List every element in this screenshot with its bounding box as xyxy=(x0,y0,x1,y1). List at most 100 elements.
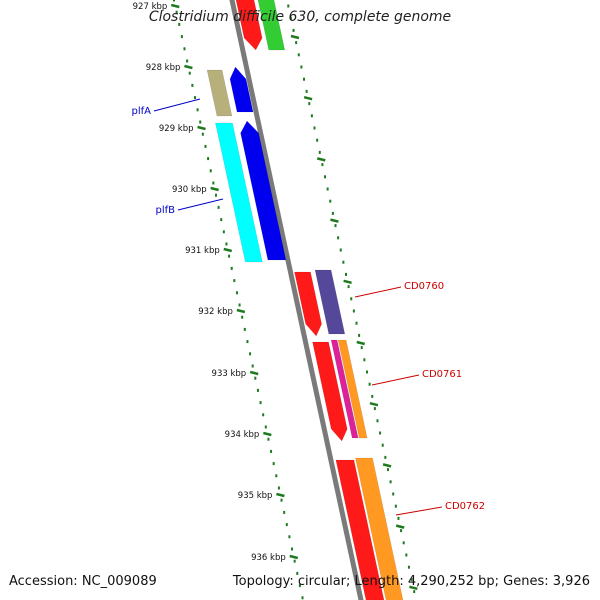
ruler-minor-tick xyxy=(296,571,299,575)
ruler-minor-tick xyxy=(188,71,191,75)
ruler-minor-tick xyxy=(310,114,313,118)
gene-red-bottom xyxy=(335,459,385,600)
ruler-minor-tick xyxy=(246,340,249,344)
gene-label-leader xyxy=(153,98,201,112)
ruler-minor-tick xyxy=(288,535,291,539)
ruler-label: 935 kbp xyxy=(238,491,273,501)
ruler-major-tick xyxy=(369,401,379,407)
ruler-major-tick xyxy=(236,308,246,314)
gene-orange-cd0761 xyxy=(337,339,368,439)
ruler-label: 934 kbp xyxy=(225,430,260,440)
ruler-minor-tick xyxy=(313,126,316,130)
ruler-minor-tick xyxy=(326,187,329,191)
ruler-major-tick xyxy=(276,492,285,498)
ruler-minor-tick xyxy=(207,157,210,161)
gene-label-cd0762: CD0762 xyxy=(445,501,485,512)
genome-backbone xyxy=(229,0,364,600)
ruler-minor-tick xyxy=(321,163,324,167)
gene-label-cd0761: CD0761 xyxy=(422,369,462,380)
ruler-minor-tick xyxy=(384,455,387,459)
map-title: Clostridium difficile 630, complete geno… xyxy=(148,9,452,25)
ruler-label: 931 kbp xyxy=(185,246,220,256)
ruler-minor-tick xyxy=(280,498,283,502)
ruler-major-tick xyxy=(197,125,206,131)
ruler-minor-tick xyxy=(360,346,363,350)
ruler-minor-tick xyxy=(214,193,217,197)
ruler-minor-tick xyxy=(272,462,275,466)
ruler-minor-tick xyxy=(394,504,397,508)
ruler-label: 930 kbp xyxy=(172,185,207,195)
ruler-label: 936 kbp xyxy=(251,553,286,563)
ruler-minor-tick xyxy=(209,169,212,173)
ruler-label: 933 kbp xyxy=(212,369,247,379)
ruler-major-tick xyxy=(409,585,418,591)
ruler-minor-tick xyxy=(270,449,273,453)
ruler-minor-tick xyxy=(259,401,262,405)
ruler-minor-tick xyxy=(324,175,327,179)
ruler-minor-tick xyxy=(358,333,361,337)
ruler-minor-tick xyxy=(256,388,259,392)
ruler-minor-tick xyxy=(379,431,382,435)
ruler-minor-tick xyxy=(175,10,178,14)
gene-olive xyxy=(206,69,233,117)
ruler-minor-tick xyxy=(173,0,175,2)
ruler-minor-tick xyxy=(410,577,413,581)
gene-label-plfb: plfB xyxy=(155,205,175,216)
ruler-minor-tick xyxy=(292,28,295,32)
ruler-minor-tick xyxy=(397,516,400,520)
ruler-minor-tick xyxy=(291,547,294,551)
ruler-major-tick xyxy=(263,431,272,437)
ruler-minor-tick xyxy=(297,53,300,57)
ruler-label: 928 kbp xyxy=(146,63,181,73)
ruler-minor-tick xyxy=(365,370,368,374)
ruler-minor-tick xyxy=(264,425,267,429)
ruler-label: 927 kbp xyxy=(133,2,168,12)
ruler-minor-tick xyxy=(267,437,270,441)
ruler-minor-tick xyxy=(180,35,183,39)
ruler-minor-tick xyxy=(201,132,204,136)
ruler-minor-tick xyxy=(386,468,389,472)
ruler-minor-tick xyxy=(238,303,241,307)
ruler-minor-tick xyxy=(334,224,337,228)
ruler-minor-tick xyxy=(413,590,416,594)
gene-label-leader xyxy=(177,198,224,211)
ruler-minor-tick xyxy=(293,559,296,563)
gene-label-plfa: plfA xyxy=(132,106,152,117)
ruler-minor-tick xyxy=(305,89,308,93)
ruler-minor-tick xyxy=(400,529,403,533)
ruler-minor-tick xyxy=(289,16,292,20)
gene-purple-cd0760 xyxy=(314,269,346,335)
ruler-minor-tick xyxy=(228,254,231,258)
genome-summary: Topology: circular; Length: 4,290,252 bp… xyxy=(232,574,590,589)
ruler-minor-tick xyxy=(196,108,199,112)
ruler-minor-tick xyxy=(217,205,220,209)
ruler-minor-tick xyxy=(355,321,358,325)
gene-red-cd0761 xyxy=(312,341,348,442)
gene-label-leader xyxy=(395,506,443,516)
ruler-major-tick xyxy=(290,34,300,40)
ruler-minor-tick xyxy=(308,102,311,106)
gene-orange-cd0762 xyxy=(355,457,404,600)
ruler-minor-tick xyxy=(254,376,257,380)
ruler-minor-tick xyxy=(331,211,334,215)
ruler-minor-tick xyxy=(376,419,379,423)
gene-label-leader xyxy=(354,286,402,298)
ruler-minor-tick xyxy=(392,492,395,496)
ruler-minor-tick xyxy=(287,4,290,8)
ruler-minor-tick xyxy=(285,523,288,527)
ruler-major-tick xyxy=(184,64,193,70)
ruler-major-tick xyxy=(170,3,180,9)
gene-magenta-cd0761 xyxy=(330,339,359,439)
ruler-major-tick xyxy=(303,95,313,101)
ruler-major-tick xyxy=(316,157,326,162)
ruler-minor-tick xyxy=(230,266,233,270)
ruler-minor-tick xyxy=(352,309,355,313)
gene-label-leader xyxy=(371,374,420,386)
ruler-minor-tick xyxy=(373,407,376,411)
ruler-minor-tick xyxy=(318,150,321,154)
gene-blue-plfA xyxy=(229,66,254,113)
gene-red-cd0760 xyxy=(294,271,322,337)
accession-label: Accession: NC_009089 xyxy=(9,574,157,589)
ruler-minor-tick xyxy=(405,553,408,557)
